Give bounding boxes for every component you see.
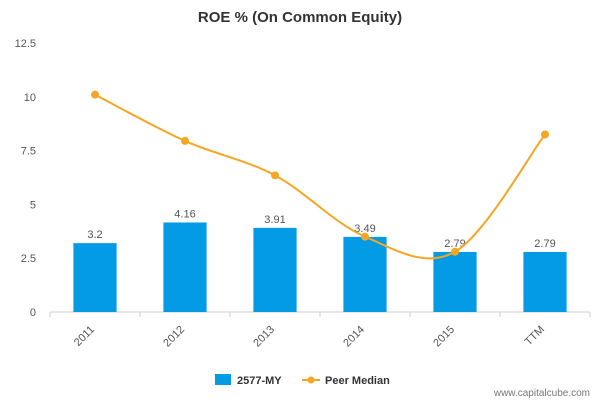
x-tick-label: 2012 xyxy=(161,324,187,350)
peer-median-points xyxy=(91,90,549,256)
watermark: www.capitalcube.com xyxy=(493,388,590,399)
x-tick-label: 2015 xyxy=(431,324,457,350)
bar xyxy=(73,243,117,312)
bar-data-labels: 3.24.16 3.913.492.79 2.79 xyxy=(87,208,555,249)
x-axis-tickmarks xyxy=(49,312,591,317)
x-tick-label: TTM xyxy=(523,324,547,348)
y-tick-label: 10 xyxy=(24,92,36,104)
peer-median-point xyxy=(451,247,459,256)
peer-median-line xyxy=(94,93,546,260)
bar xyxy=(253,227,297,312)
legend-bar-label: 2577-MY xyxy=(237,375,282,387)
legend-line-marker xyxy=(307,376,315,384)
y-tick-label: 7.5 xyxy=(21,146,36,158)
y-tick-label: 5 xyxy=(30,199,36,211)
x-axis-labels: 2011 2012 2013 2014 2015 TTM xyxy=(72,324,547,350)
bar-data-label: 4.16 xyxy=(174,208,195,220)
bar xyxy=(163,222,207,312)
bar-data-label: 3.2 xyxy=(87,229,102,241)
x-tick-label: 2011 xyxy=(72,324,97,349)
y-axis-ticks: 0 2.5 5 7.5 10 12.5 xyxy=(15,38,36,319)
y-tick-label: 12.5 xyxy=(15,38,36,50)
legend: 2577-MY Peer Median xyxy=(215,374,390,387)
x-tick-label: 2014 xyxy=(341,324,367,350)
bar xyxy=(343,236,387,312)
bar-series-2577-my xyxy=(73,222,567,312)
bar-data-label: 3.49 xyxy=(354,223,375,235)
legend-line-label: Peer Median xyxy=(325,375,390,387)
chart-title: ROE % (On Common Equity) xyxy=(198,9,402,26)
peer-median-point xyxy=(361,232,369,241)
legend-bar-swatch xyxy=(215,374,231,385)
bar xyxy=(523,251,567,312)
peer-median-point xyxy=(541,130,549,139)
y-tick-label: 0 xyxy=(30,307,36,319)
bar xyxy=(433,251,477,312)
peer-median-point xyxy=(91,90,99,99)
bar-data-label: 2.79 xyxy=(534,238,555,250)
y-tick-label: 2.5 xyxy=(21,253,36,265)
x-tick-label: 2013 xyxy=(251,324,277,350)
bar-data-label: 3.91 xyxy=(264,214,285,226)
peer-median-point xyxy=(271,171,279,180)
peer-median-point xyxy=(181,136,189,145)
